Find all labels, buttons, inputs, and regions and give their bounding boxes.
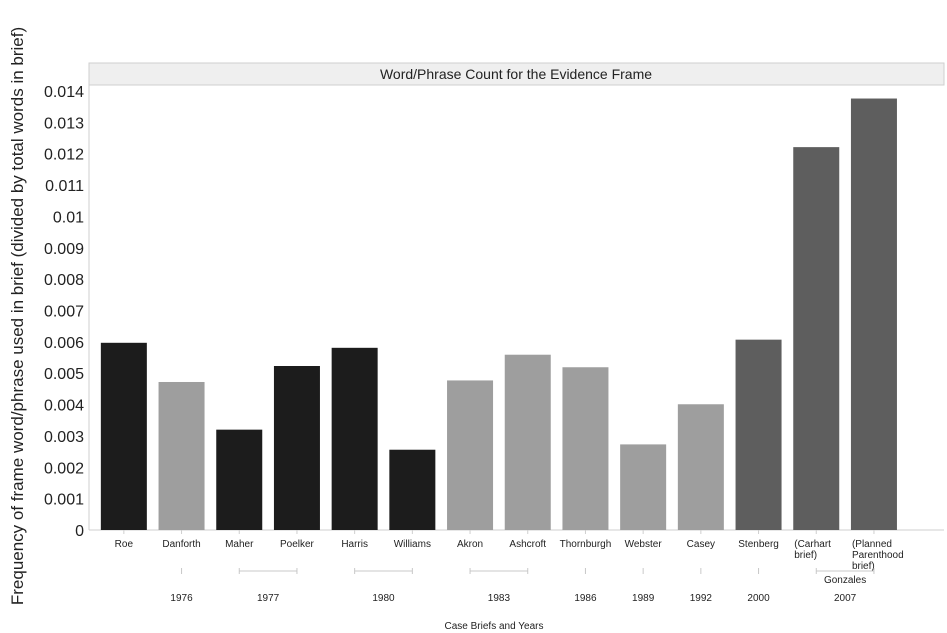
year-label: 2000: [747, 593, 770, 604]
year-label: 1983: [488, 593, 511, 604]
y-tick-label: 0.006: [44, 335, 84, 352]
bar: [216, 429, 263, 530]
x-tick-labels: Roe Danforth Maher Poelker Harris Williams Akr…: [115, 530, 904, 572]
y-ticks: 0 0.001 0.002 0.003 0.004 0.005 0.006 0.007 0.00…: [44, 84, 84, 540]
x-tick-label: Maher: [225, 539, 254, 550]
bar: [447, 380, 494, 530]
y-tick-label: 0.003: [44, 429, 84, 446]
x-tick-label: Ashcroft: [509, 539, 546, 550]
bars: [100, 98, 897, 531]
x-tick-label: Danforth: [162, 539, 200, 550]
bar: [389, 449, 436, 530]
y-tick-label: 0: [75, 523, 84, 540]
year-label: 1977: [257, 593, 280, 604]
year-label: 1992: [690, 593, 713, 604]
x-tick-label: Parenthood: [852, 550, 904, 561]
x-tick-label: Poelker: [280, 539, 315, 550]
bar: [793, 147, 840, 531]
bar: [735, 339, 782, 530]
bar: [562, 367, 609, 530]
title-band: [88, 62, 945, 86]
x-tick-label: (Carhart: [794, 539, 831, 550]
x-tick-label: Stenberg: [738, 539, 779, 550]
x-tick-label: Casey: [687, 539, 715, 550]
bar: [100, 342, 147, 530]
bar: [850, 98, 897, 531]
y-tick-label: 0.013: [44, 115, 84, 132]
year-label: 1980: [372, 593, 395, 604]
x-tick-label: (Planned: [852, 539, 892, 550]
bar: [504, 354, 551, 530]
y-axis-label: Frequency of frame word/phrase used in b…: [8, 27, 27, 605]
year-label: 1986: [574, 593, 597, 604]
x-tick-label: brief): [794, 550, 817, 561]
x-tick-label: Roe: [115, 539, 134, 550]
y-tick-label: 0.004: [44, 398, 84, 415]
x-tick-label: Webster: [625, 539, 663, 550]
chart-title: Word/Phrase Count for the Evidence Frame: [380, 66, 652, 82]
year-label: 1989: [632, 593, 655, 604]
y-tick-label: 0.007: [44, 304, 84, 321]
y-tick-label: 0.005: [44, 366, 84, 383]
x-tick-label: Harris: [341, 539, 368, 550]
y-tick-label: 0.012: [44, 147, 84, 164]
x-tick-label: Williams: [394, 539, 431, 550]
y-tick-label: 0.009: [44, 241, 84, 258]
year-group-labels: 1976 1977 1980 1983 1986 1989 1992 2000 Gonzales…: [170, 568, 875, 604]
y-tick-label: 0.001: [44, 492, 84, 509]
bar: [331, 347, 378, 530]
x-tick-label: Thornburgh: [560, 539, 612, 550]
y-tick-label: 0.008: [44, 272, 84, 289]
y-tick-label: 0.014: [44, 84, 84, 101]
year-label: 2007: [834, 593, 857, 604]
bar: [273, 366, 320, 530]
y-tick-label: 0.002: [44, 460, 84, 477]
y-tick-label: 0.011: [45, 178, 84, 195]
bar: [620, 444, 667, 530]
bar: [677, 404, 724, 530]
group-sublabel: Gonzales: [824, 575, 866, 586]
x-tick-label: brief): [852, 561, 875, 572]
x-axis-label: Case Briefs and Years: [445, 621, 544, 632]
bar: [158, 381, 205, 530]
x-tick-label: Akron: [457, 539, 483, 550]
year-label: 1976: [170, 593, 193, 604]
y-tick-label: 0.01: [53, 209, 84, 226]
